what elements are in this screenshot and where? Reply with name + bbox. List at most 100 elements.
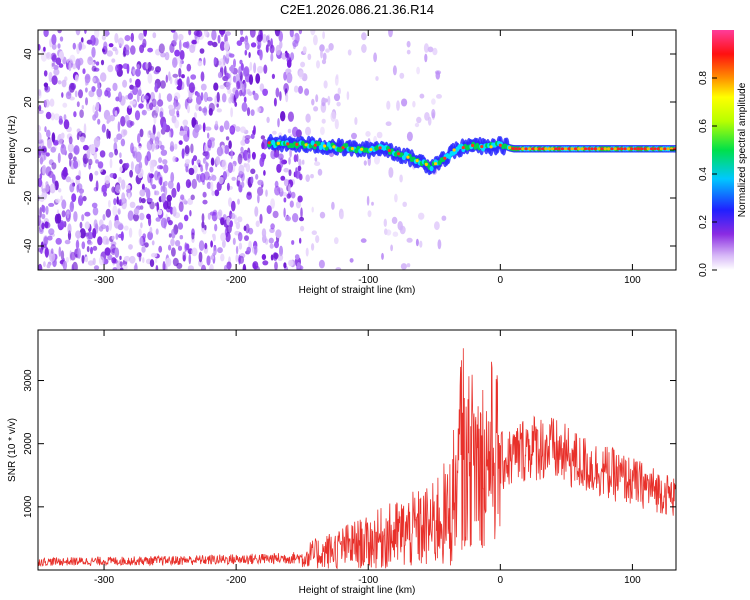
noise-blob <box>147 231 154 241</box>
noise-blob <box>235 245 239 255</box>
track-core <box>650 147 654 151</box>
track-core <box>397 152 401 156</box>
track-core <box>560 147 565 151</box>
noise-blob <box>198 106 202 112</box>
noise-blob <box>336 101 341 107</box>
noise-blob <box>217 34 221 44</box>
noise-blob <box>322 98 329 103</box>
noise-blob <box>216 103 219 108</box>
noise-blob <box>229 66 234 72</box>
noise-blob <box>133 208 140 216</box>
noise-blob <box>154 140 159 151</box>
noise-blob <box>74 74 79 82</box>
noise-blob <box>57 80 62 85</box>
noise-blob <box>120 116 126 127</box>
noise-blob <box>275 87 280 98</box>
noise-blob <box>310 30 316 36</box>
noise-blob <box>103 191 107 197</box>
noise-blob <box>273 252 279 259</box>
noise-blob <box>337 87 341 95</box>
track-mid <box>310 140 315 146</box>
noise-blob <box>93 137 101 148</box>
noise-blob <box>320 49 323 59</box>
noise-blob <box>320 126 325 136</box>
noise-blob <box>173 31 178 42</box>
noise-blob <box>98 256 105 266</box>
noise-blob <box>212 233 216 242</box>
noise-blob <box>232 237 236 245</box>
noise-blob <box>221 159 227 170</box>
noise-blob <box>244 135 251 140</box>
noise-blob <box>218 209 223 217</box>
noise-blob <box>56 213 62 224</box>
noise-blob <box>45 205 49 215</box>
noise-blob <box>171 187 177 198</box>
noise-blob <box>101 34 106 41</box>
noise-blob <box>162 261 166 270</box>
noise-blob <box>48 202 55 207</box>
noise-blob <box>315 235 320 244</box>
noise-blob <box>255 220 260 228</box>
noise-blob <box>57 152 61 164</box>
noise-blob <box>132 150 138 159</box>
noise-blob <box>314 157 318 162</box>
noise-blob <box>179 130 186 136</box>
noise-blob <box>310 174 314 179</box>
noise-blob <box>293 154 297 163</box>
noise-blob <box>347 49 352 56</box>
noise-blob <box>267 39 271 47</box>
colorbar-ticks: 0.0 0.2 0.4 0.6 0.8 <box>698 71 717 277</box>
noise-blob <box>140 222 143 229</box>
noise-blob <box>229 220 233 228</box>
noise-blob <box>117 208 121 215</box>
track-mid <box>429 166 434 172</box>
noise-blob <box>112 46 118 52</box>
x-tick-label: -300 <box>94 575 114 586</box>
noise-blob <box>51 132 56 143</box>
noise-blob <box>236 80 241 90</box>
noise-blob <box>163 164 169 174</box>
noise-blob <box>257 179 264 186</box>
noise-blob <box>108 151 114 158</box>
noise-blob <box>419 93 425 99</box>
noise-blob <box>216 146 223 157</box>
noise-blob <box>138 196 142 204</box>
noise-blob <box>135 68 141 77</box>
noise-blob <box>250 133 255 139</box>
noise-blob <box>240 139 246 146</box>
noise-blob <box>235 221 241 230</box>
noise-blob <box>211 190 215 196</box>
noise-blob <box>108 200 111 208</box>
noise-blob <box>49 183 56 194</box>
noise-blob <box>139 189 146 197</box>
noise-blob <box>271 73 275 79</box>
noise-blob <box>97 118 101 125</box>
noise-blob <box>87 241 93 246</box>
noise-blob <box>191 117 197 128</box>
noise-blob <box>40 248 43 255</box>
track-core <box>323 144 327 148</box>
noise-blob <box>58 50 64 61</box>
noise-blob <box>396 100 400 111</box>
noise-blob <box>259 30 263 36</box>
noise-blob <box>99 150 106 158</box>
noise-blob <box>47 139 52 149</box>
noise-blob <box>263 64 268 74</box>
noise-blob <box>125 184 131 190</box>
noise-blob <box>130 161 134 171</box>
noise-blob <box>216 91 220 103</box>
noise-blob <box>107 64 114 73</box>
noise-blob <box>59 36 64 42</box>
noise-blob <box>38 215 41 226</box>
noise-blob <box>188 82 195 93</box>
noise-blob <box>41 213 46 220</box>
noise-blob <box>330 111 337 122</box>
noise-blob <box>259 213 263 224</box>
noise-blob <box>171 247 176 257</box>
noise-blob <box>201 221 205 229</box>
track-core <box>643 147 647 151</box>
noise-blob <box>124 35 131 42</box>
noise-blob <box>68 62 72 72</box>
noise-blob <box>219 41 226 51</box>
noise-blob <box>274 185 281 196</box>
